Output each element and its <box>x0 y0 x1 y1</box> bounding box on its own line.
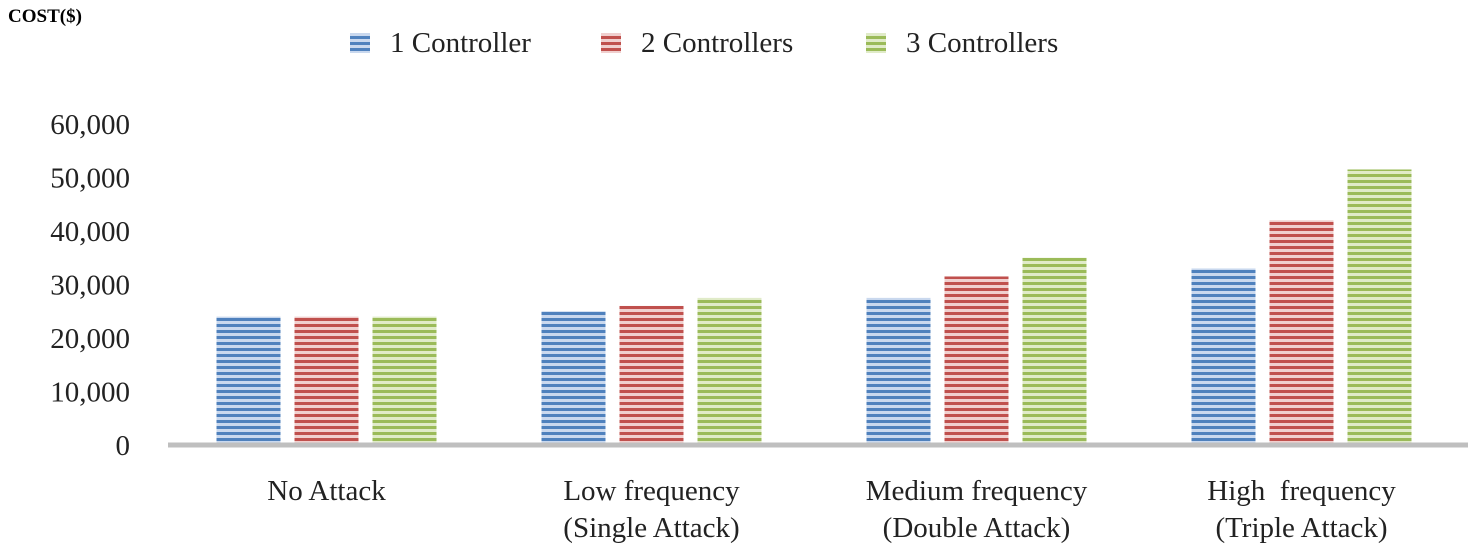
y-tick-label: 40,000 <box>50 216 130 248</box>
y-tick-label: 30,000 <box>50 270 130 302</box>
bar-1-controller-1 <box>541 311 606 445</box>
y-axis-label: COST($) <box>8 6 82 27</box>
y-axis-ticks: 0 10,000 20,000 30,000 40,000 50,000 60,000 <box>50 109 130 462</box>
bar-1-controller-2 <box>866 297 931 445</box>
bar-3-controllers-3 <box>1347 169 1412 445</box>
y-tick-label: 50,000 <box>50 163 130 195</box>
legend-swatch-1 <box>350 33 370 53</box>
bars <box>216 169 1412 445</box>
bar-1-controller-0 <box>216 316 281 445</box>
category-label: (Single Attack) <box>563 512 739 544</box>
y-tick-label: 10,000 <box>50 377 130 409</box>
y-tick-label: 60,000 <box>50 109 130 141</box>
category-label: Low frequency <box>563 475 740 507</box>
bar-1-controller-3 <box>1191 268 1256 445</box>
category-label: (Double Attack) <box>883 512 1071 544</box>
legend-label-3: 3 Controllers <box>906 27 1058 59</box>
bar-3-controllers-2 <box>1022 257 1087 445</box>
legend-label-1: 1 Controller <box>390 27 531 59</box>
bar-3-controllers-1 <box>697 297 762 445</box>
category-label: High frequency <box>1207 475 1396 507</box>
bar-2-controllers-1 <box>619 305 684 445</box>
bar-2-controllers-0 <box>294 316 359 445</box>
y-tick-label: 0 <box>116 430 131 462</box>
category-label: Medium frequency <box>866 475 1088 507</box>
y-tick-label: 20,000 <box>50 323 130 355</box>
legend-label-2: 2 Controllers <box>641 27 793 59</box>
legend: 1 Controller 2 Controllers 3 Controllers <box>350 27 1058 59</box>
category-label: No Attack <box>267 475 386 507</box>
legend-swatch-3 <box>866 33 886 53</box>
bar-3-controllers-0 <box>372 316 437 445</box>
bar-2-controllers-2 <box>944 276 1009 445</box>
bar-2-controllers-3 <box>1269 220 1334 445</box>
legend-swatch-2 <box>601 33 621 53</box>
x-axis-categories: No Attack Low frequency (Single Attack) Med… <box>267 475 1396 544</box>
category-label: (Triple Attack) <box>1215 512 1387 544</box>
